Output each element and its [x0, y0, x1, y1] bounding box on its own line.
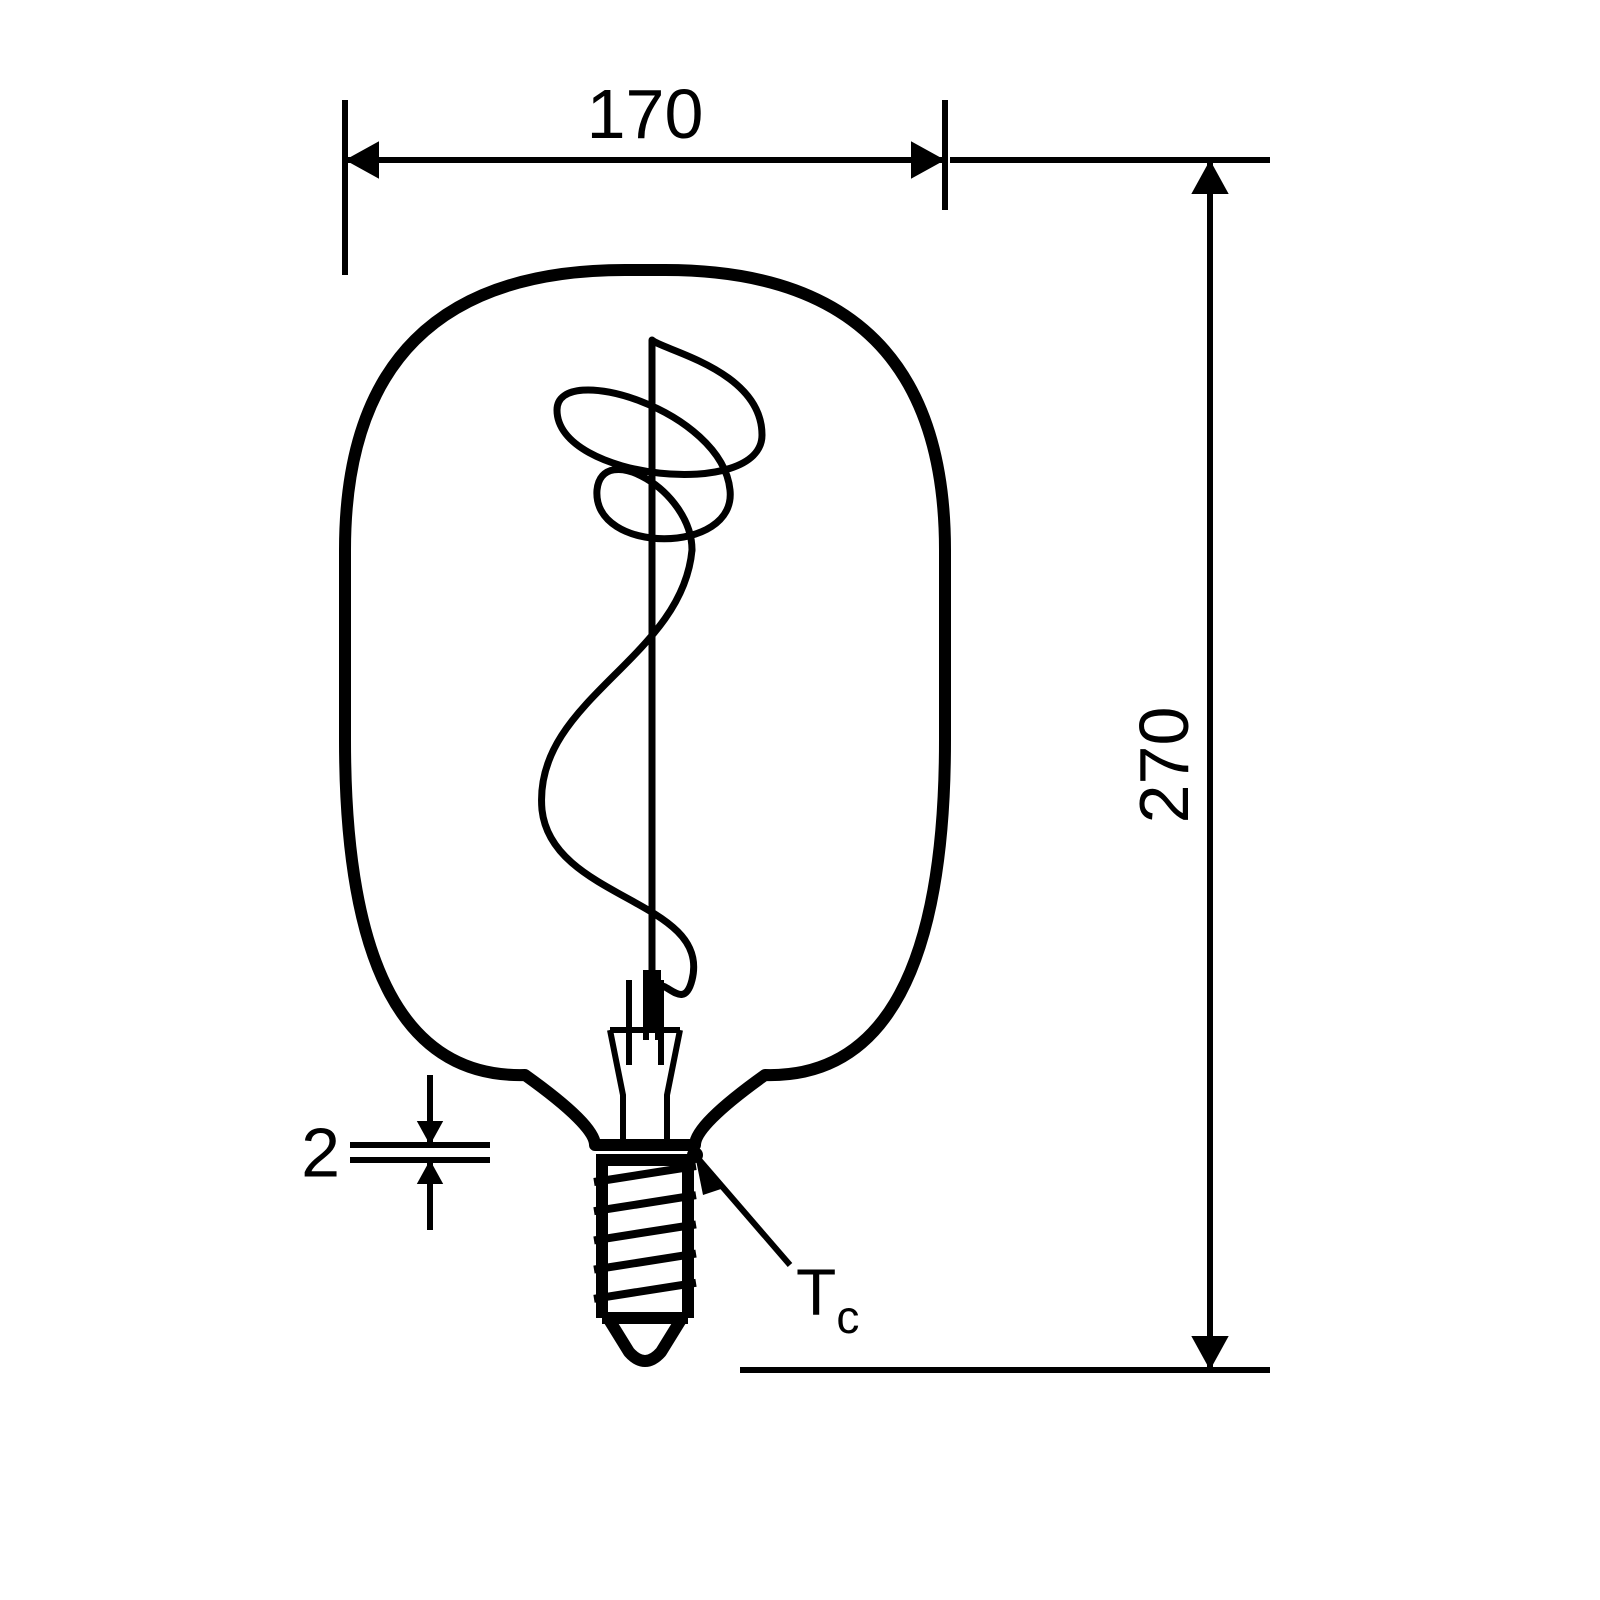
- dim-gap-label: 2: [301, 1114, 340, 1192]
- dim-height-label: 270: [1125, 707, 1203, 824]
- tc-label: Tc: [796, 1255, 859, 1343]
- screw-base: [594, 1160, 696, 1361]
- filament-wire: [542, 550, 694, 1000]
- dim-width-label: 170: [587, 75, 704, 153]
- filament-spiral: [557, 340, 762, 550]
